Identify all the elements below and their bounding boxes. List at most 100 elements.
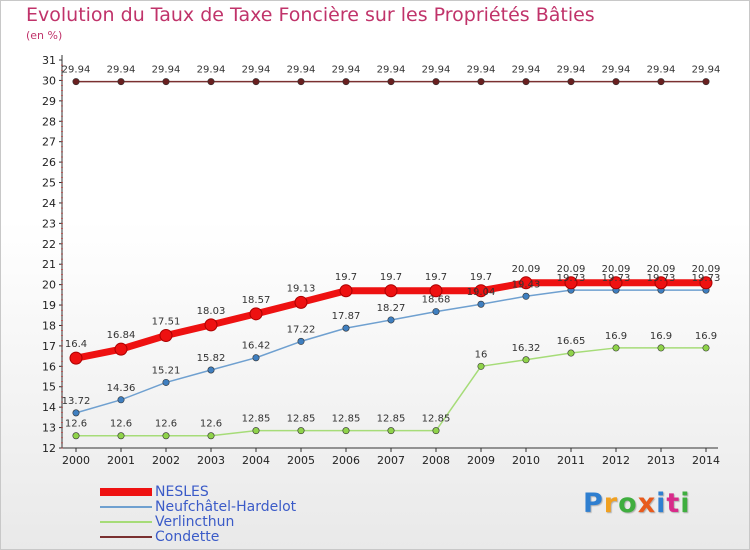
legend-item: NESLES bbox=[100, 484, 360, 500]
proxiti-logo: Proxiti bbox=[583, 488, 691, 519]
data-point bbox=[297, 427, 305, 435]
data-label: 12.85 bbox=[242, 414, 271, 425]
data-point bbox=[207, 366, 215, 374]
data-label: 18.03 bbox=[197, 306, 226, 317]
data-label: 12.6 bbox=[155, 419, 177, 430]
logo-letter: i bbox=[680, 488, 691, 519]
x-tick-label: 2010 bbox=[512, 454, 540, 467]
data-point bbox=[297, 78, 305, 86]
data-point bbox=[474, 284, 488, 298]
data-label: 19.73 bbox=[602, 273, 631, 284]
data-point bbox=[162, 378, 170, 386]
data-point bbox=[702, 344, 710, 352]
data-point bbox=[432, 78, 440, 86]
data-label: 16.84 bbox=[107, 330, 136, 341]
data-label: 16.9 bbox=[650, 331, 672, 342]
x-tick-label: 2004 bbox=[242, 454, 270, 467]
legend-item: Condette bbox=[100, 529, 360, 545]
data-label: 19.73 bbox=[647, 273, 676, 284]
chart-title: Evolution du Taux de Taxe Foncière sur l… bbox=[26, 4, 595, 26]
data-label: 19.13 bbox=[287, 283, 316, 294]
x-tick-label: 2000 bbox=[62, 454, 90, 467]
x-tick-label: 2008 bbox=[422, 454, 450, 467]
legend-label: NESLES bbox=[155, 484, 209, 500]
y-tick-label: 13 bbox=[42, 422, 56, 435]
data-point bbox=[612, 344, 620, 352]
y-tick-label: 12 bbox=[42, 442, 56, 455]
data-point bbox=[612, 78, 620, 86]
data-label: 13.72 bbox=[62, 396, 91, 407]
y-tick-label: 28 bbox=[42, 115, 56, 128]
data-point bbox=[114, 342, 128, 356]
data-point bbox=[297, 337, 305, 345]
legend-swatch bbox=[100, 488, 152, 496]
data-label: 19.7 bbox=[335, 272, 357, 283]
data-label: 12.85 bbox=[287, 414, 316, 425]
y-tick-label: 21 bbox=[42, 258, 56, 271]
data-point bbox=[387, 316, 395, 324]
data-point bbox=[69, 351, 83, 365]
y-tick-label: 24 bbox=[42, 197, 56, 210]
data-point bbox=[162, 432, 170, 440]
logo-letter: P bbox=[583, 488, 604, 519]
data-label: 15.82 bbox=[197, 353, 226, 364]
data-point bbox=[429, 284, 443, 298]
data-label: 19.04 bbox=[467, 287, 496, 298]
data-label: 29.94 bbox=[197, 65, 226, 76]
data-label: 19.43 bbox=[512, 279, 541, 290]
data-point bbox=[522, 356, 530, 364]
x-tick-label: 2013 bbox=[647, 454, 675, 467]
data-point bbox=[249, 307, 263, 321]
data-label: 16.9 bbox=[695, 331, 717, 342]
data-label: 20.09 bbox=[692, 264, 721, 275]
data-label: 20.09 bbox=[602, 264, 631, 275]
y-tick-label: 27 bbox=[42, 136, 56, 149]
data-label: 18.68 bbox=[422, 295, 451, 306]
y-tick-label: 25 bbox=[42, 177, 56, 190]
y-tick-label: 29 bbox=[42, 95, 56, 108]
data-point bbox=[387, 427, 395, 435]
logo-letter: x bbox=[637, 488, 657, 519]
data-point bbox=[294, 295, 308, 309]
y-tick-label: 19 bbox=[42, 299, 56, 312]
chart-subtitle: (en %) bbox=[26, 29, 63, 42]
data-label: 19.7 bbox=[470, 272, 492, 283]
data-label: 29.94 bbox=[152, 65, 181, 76]
data-point bbox=[72, 409, 80, 417]
legend-item: Neufchâtel-Hardelot bbox=[100, 499, 360, 515]
data-point bbox=[252, 78, 260, 86]
x-tick-label: 2001 bbox=[107, 454, 135, 467]
x-tick-label: 2009 bbox=[467, 454, 495, 467]
x-tick-label: 2003 bbox=[197, 454, 225, 467]
data-label: 16.4 bbox=[65, 339, 87, 350]
y-tick-label: 22 bbox=[42, 238, 56, 251]
data-point bbox=[477, 300, 485, 308]
data-label: 20.09 bbox=[512, 264, 541, 275]
data-point bbox=[477, 78, 485, 86]
data-point bbox=[522, 78, 530, 86]
data-label: 29.94 bbox=[242, 65, 271, 76]
x-tick-label: 2005 bbox=[287, 454, 315, 467]
data-label: 29.94 bbox=[602, 65, 631, 76]
data-label: 29.94 bbox=[557, 65, 586, 76]
y-tick-label: 31 bbox=[42, 54, 56, 67]
data-point bbox=[342, 324, 350, 332]
data-point bbox=[567, 349, 575, 357]
data-label: 17.87 bbox=[332, 311, 361, 322]
data-label: 29.94 bbox=[692, 65, 721, 76]
data-label: 16.9 bbox=[605, 331, 627, 342]
logo-letter: t bbox=[666, 488, 681, 519]
data-point bbox=[204, 318, 218, 332]
y-tick-label: 14 bbox=[42, 401, 56, 414]
data-label: 17.51 bbox=[152, 316, 181, 327]
y-tick-label: 26 bbox=[42, 156, 56, 169]
legend-swatch bbox=[100, 536, 152, 538]
data-label: 29.94 bbox=[422, 65, 451, 76]
data-point bbox=[72, 432, 80, 440]
data-label: 20.09 bbox=[647, 264, 676, 275]
data-point bbox=[252, 427, 260, 435]
logo-letter: o bbox=[618, 488, 638, 519]
y-tick-label: 30 bbox=[42, 74, 56, 87]
data-label: 19.73 bbox=[557, 273, 586, 284]
